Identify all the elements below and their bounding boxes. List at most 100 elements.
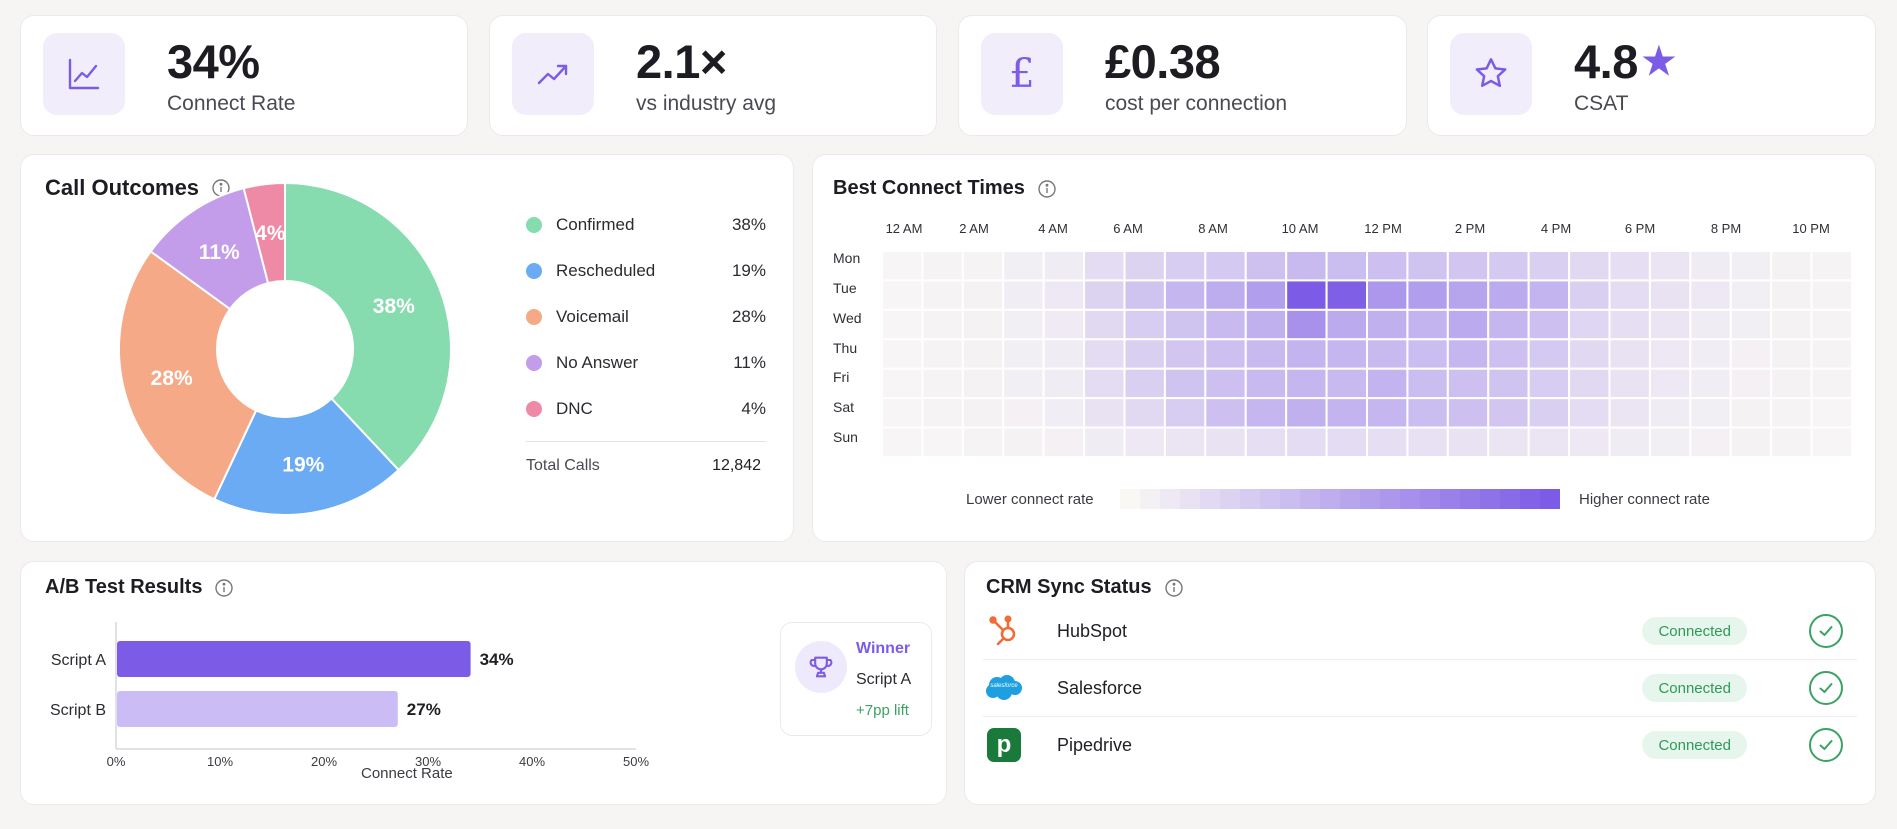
- bar-script-b[interactable]: [117, 691, 398, 727]
- heatmap-cell[interactable]: [1406, 338, 1449, 370]
- heatmap-cell[interactable]: [1002, 279, 1045, 311]
- heatmap-cell[interactable]: [1366, 308, 1409, 341]
- heatmap-cell[interactable]: [1204, 426, 1247, 457]
- heatmap-cell[interactable]: [1527, 426, 1571, 457]
- heatmap-cell[interactable]: [1770, 279, 1813, 311]
- crm-row-salesforce[interactable]: salesforce Salesforce Connected: [983, 660, 1857, 716]
- heatmap-cell[interactable]: [1648, 426, 1692, 457]
- heatmap-cell[interactable]: [1042, 367, 1086, 400]
- bar-script-a[interactable]: [117, 641, 471, 677]
- heatmap-cell[interactable]: [1608, 367, 1651, 400]
- heatmap-cell[interactable]: [1083, 397, 1126, 429]
- heatmap-cell[interactable]: [1366, 279, 1409, 311]
- heatmap-cell[interactable]: [961, 338, 1005, 370]
- heatmap-cell[interactable]: [1244, 367, 1288, 400]
- heatmap-cell[interactable]: [1285, 279, 1328, 311]
- heatmap-cell[interactable]: [1689, 308, 1732, 341]
- heatmap-cell[interactable]: [1366, 367, 1409, 400]
- heatmap-cell[interactable]: [1446, 367, 1490, 400]
- heatmap-cell[interactable]: [1406, 367, 1449, 400]
- heatmap-cell[interactable]: [961, 426, 1005, 457]
- heatmap-cell[interactable]: [1446, 338, 1490, 370]
- heatmap-cell[interactable]: [1810, 367, 1852, 400]
- heatmap-cell[interactable]: [882, 338, 924, 370]
- heatmap-cell[interactable]: [961, 251, 1005, 282]
- heatmap-cell[interactable]: [882, 426, 924, 457]
- heatmap-cell[interactable]: [1770, 338, 1813, 370]
- heatmap-cell[interactable]: [1366, 426, 1409, 457]
- heatmap-cell[interactable]: [961, 279, 1005, 311]
- heatmap-cell[interactable]: [1285, 338, 1328, 370]
- heatmap-cell[interactable]: [1689, 279, 1732, 311]
- heatmap-cell[interactable]: [1487, 397, 1530, 429]
- heatmap-cell[interactable]: [1568, 367, 1611, 400]
- heatmap-cell[interactable]: [1770, 426, 1813, 457]
- heatmap-cell[interactable]: [1810, 251, 1852, 282]
- heatmap-cell[interactable]: [1527, 397, 1571, 429]
- heatmap-cell[interactable]: [882, 308, 924, 341]
- heatmap-cell[interactable]: [1123, 279, 1166, 311]
- heatmap-cell[interactable]: [1083, 279, 1126, 311]
- heatmap-cell[interactable]: [1527, 279, 1571, 311]
- heatmap-cell[interactable]: [921, 279, 964, 311]
- heatmap-cell[interactable]: [1810, 308, 1852, 341]
- heatmap-cell[interactable]: [1689, 251, 1732, 282]
- heatmap-cell[interactable]: [921, 251, 964, 282]
- heatmap-cell[interactable]: [1406, 251, 1449, 282]
- heatmap-cell[interactable]: [1487, 367, 1530, 400]
- heatmap-cell[interactable]: [1123, 338, 1166, 370]
- heatmap-cell[interactable]: [1123, 397, 1166, 429]
- heatmap-cell[interactable]: [1608, 251, 1651, 282]
- heatmap-cell[interactable]: [1527, 251, 1571, 282]
- heatmap-cell[interactable]: [1204, 279, 1247, 311]
- heatmap-cell[interactable]: [1568, 279, 1611, 311]
- heatmap-cell[interactable]: [1123, 367, 1166, 400]
- heatmap-cell[interactable]: [1446, 426, 1490, 457]
- heatmap-cell[interactable]: [921, 338, 964, 370]
- heatmap-cell[interactable]: [1244, 251, 1288, 282]
- heatmap-cell[interactable]: [1325, 426, 1369, 457]
- heatmap-cell[interactable]: [1002, 308, 1045, 341]
- heatmap-cell[interactable]: [1123, 426, 1166, 457]
- heatmap-cell[interactable]: [1487, 338, 1530, 370]
- heatmap-cell[interactable]: [1729, 367, 1773, 400]
- heatmap-cell[interactable]: [1042, 397, 1086, 429]
- heatmap-cell[interactable]: [1729, 426, 1773, 457]
- heatmap-cell[interactable]: [1729, 279, 1773, 311]
- heatmap-cell[interactable]: [1002, 367, 1045, 400]
- heatmap-cell[interactable]: [1163, 397, 1207, 429]
- heatmap-cell[interactable]: [1608, 308, 1651, 341]
- heatmap-cell[interactable]: [1648, 397, 1692, 429]
- heatmap-cell[interactable]: [1042, 308, 1086, 341]
- heatmap-cell[interactable]: [1002, 397, 1045, 429]
- heatmap-cell[interactable]: [1163, 279, 1207, 311]
- heatmap-cell[interactable]: [882, 367, 924, 400]
- heatmap-cell[interactable]: [1042, 279, 1086, 311]
- heatmap-cell[interactable]: [1487, 279, 1530, 311]
- heatmap-cell[interactable]: [1285, 308, 1328, 341]
- heatmap-cell[interactable]: [1325, 397, 1369, 429]
- heatmap-cell[interactable]: [1163, 426, 1207, 457]
- heatmap-cell[interactable]: [1244, 279, 1288, 311]
- heatmap-cell[interactable]: [1083, 426, 1126, 457]
- heatmap-cell[interactable]: [1810, 426, 1852, 457]
- heatmap-cell[interactable]: [921, 426, 964, 457]
- heatmap-cell[interactable]: [1729, 338, 1773, 370]
- heatmap-cell[interactable]: [1729, 251, 1773, 282]
- heatmap-cell[interactable]: [1083, 308, 1126, 341]
- heatmap-cell[interactable]: [1406, 279, 1449, 311]
- heatmap-cell[interactable]: [1406, 426, 1449, 457]
- crm-row-pipedrive[interactable]: p Pipedrive Connected: [983, 717, 1857, 773]
- info-icon[interactable]: [214, 578, 234, 598]
- heatmap-cell[interactable]: [1608, 279, 1651, 311]
- heatmap-cell[interactable]: [1325, 279, 1369, 311]
- heatmap-cell[interactable]: [882, 251, 924, 282]
- heatmap-cell[interactable]: [1810, 338, 1852, 370]
- heatmap-cell[interactable]: [1446, 251, 1490, 282]
- heatmap-cell[interactable]: [1366, 397, 1409, 429]
- heatmap-cell[interactable]: [1285, 397, 1328, 429]
- heatmap-cell[interactable]: [1608, 426, 1651, 457]
- heatmap-cell[interactable]: [1366, 251, 1409, 282]
- heatmap-cell[interactable]: [1042, 338, 1086, 370]
- crm-row-hubspot[interactable]: HubSpot Connected: [983, 603, 1857, 659]
